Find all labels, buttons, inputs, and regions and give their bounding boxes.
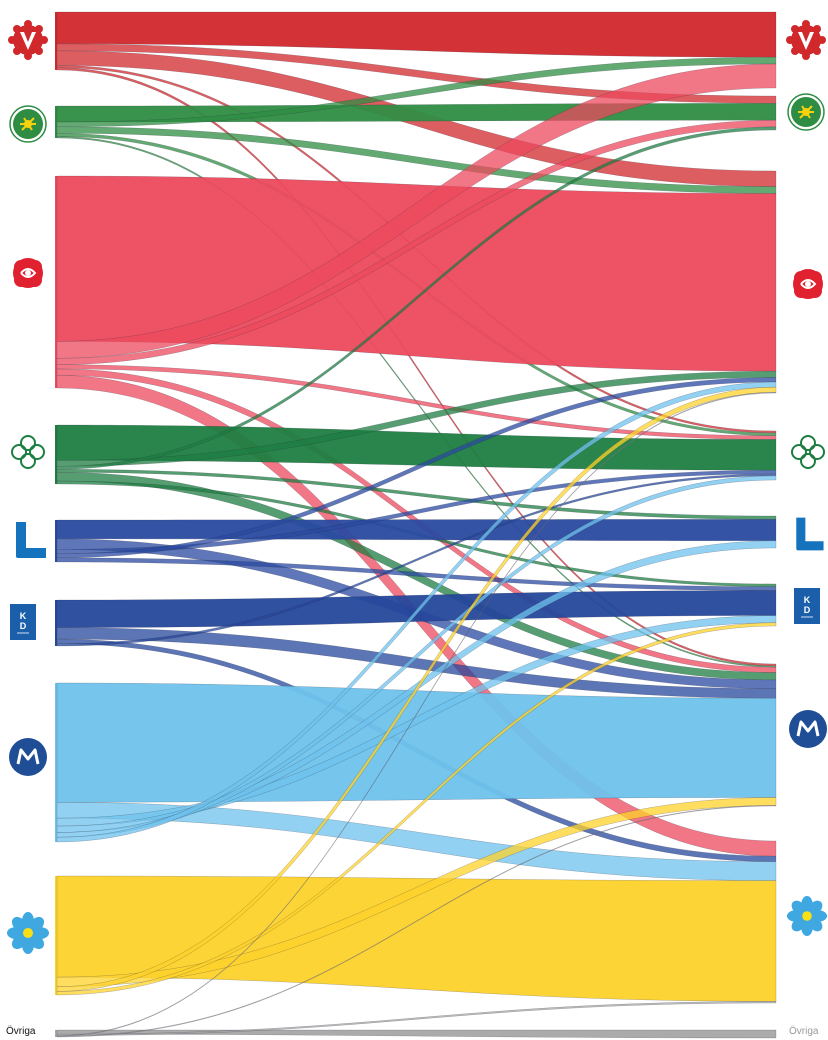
flow-ov-to-m: [56, 805, 777, 1038]
clover-icon: [791, 435, 825, 469]
flow-m-to-kd: [56, 615, 777, 827]
l-party-logo: [10, 518, 50, 562]
flow-kd-to-kd: [56, 590, 777, 628]
left-node-sd: [55, 876, 57, 995]
l-party-logo-right: [790, 514, 828, 554]
flow-m-to-m: [56, 682, 777, 803]
mp-party-logo-right: [786, 92, 826, 132]
flow-c-to-l: [56, 468, 777, 520]
left-node-l: [55, 520, 57, 562]
flow-ribbons: [55, 11, 777, 1039]
flow-l-to-kd: [56, 557, 777, 591]
left-node-c: [55, 425, 57, 484]
v-party-logo-right: [786, 20, 826, 60]
m-party-logo: [8, 737, 48, 777]
svg-text:K: K: [804, 595, 811, 605]
s-party-logo-right: [788, 264, 828, 304]
c-party-logo: [8, 432, 48, 472]
l-icon: [796, 517, 824, 551]
svg-text:K: K: [20, 611, 27, 621]
flow-kd-to-c: [56, 473, 777, 647]
svg-text:D: D: [20, 621, 27, 631]
kd-party-logo: K D: [10, 604, 36, 640]
rose-icon: [13, 258, 43, 288]
m-icon: [789, 710, 827, 748]
left-node-kd: [55, 600, 57, 646]
left-node-m: [55, 683, 57, 842]
sd-party-logo: [6, 911, 50, 955]
hepatica-flower-icon: [7, 912, 49, 954]
flow-sd-to-kd: [56, 622, 777, 996]
clover-icon: [11, 435, 45, 469]
flow-m-to-l: [56, 540, 777, 833]
s-party-logo: [8, 253, 48, 293]
v-party-logo: [8, 20, 48, 60]
mp-icon: [787, 93, 825, 131]
left-ovriga-label: Övriga: [6, 1026, 36, 1037]
svg-text:D: D: [804, 605, 811, 615]
v-icon: [8, 20, 48, 60]
left-node-v: [55, 12, 57, 70]
m-party-logo-right: [788, 709, 828, 749]
kd-icon: K D: [794, 588, 820, 624]
kd-party-logo-right: K D: [794, 588, 820, 624]
flow-mp-to-v: [56, 56, 777, 128]
flow-c-to-mp: [56, 126, 777, 470]
left-node-s: [55, 176, 57, 388]
kd-icon: K D: [10, 604, 36, 640]
mp-icon: [9, 105, 47, 143]
flow-l-to-l: [56, 519, 777, 542]
flow-sd-to-m: [56, 797, 777, 987]
v-icon: [786, 20, 826, 60]
right-ovriga-label: Övriga: [789, 1026, 819, 1037]
l-icon: [16, 522, 46, 558]
left-node-ov: [55, 1030, 57, 1037]
flow-ov-to-sd: [56, 1001, 777, 1036]
flow-v-to-mp: [56, 43, 777, 104]
flow-s-to-v: [56, 63, 777, 359]
flow-c-to-c: [56, 424, 777, 471]
mp-party-logo: [8, 104, 48, 144]
sd-party-logo-right: [786, 894, 828, 938]
rose-icon: [793, 269, 823, 299]
left-node-mp: [55, 106, 57, 138]
flow-ov-to-s: [56, 391, 777, 1037]
hepatica-flower-icon: [786, 895, 828, 937]
flow-m-to-c: [56, 475, 777, 838]
c-party-logo-right: [788, 432, 828, 472]
m-icon: [9, 738, 47, 776]
